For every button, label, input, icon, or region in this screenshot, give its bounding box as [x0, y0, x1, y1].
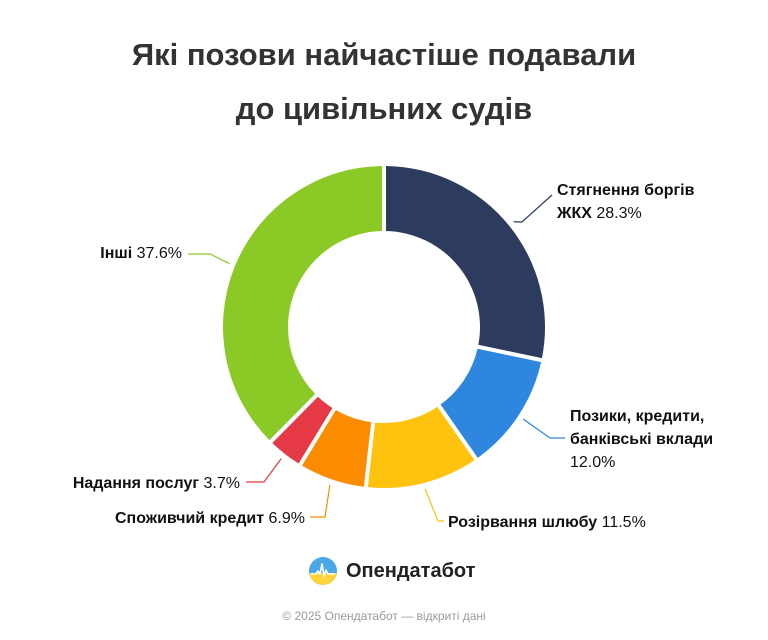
slice-name-line: Розірвання шлюбу	[448, 514, 597, 531]
slice-name-line: банківські вклади	[570, 431, 713, 448]
chart-title-line-1: Які позови найчастіше подавали	[131, 37, 637, 72]
slice-value: 28.3%	[592, 205, 642, 222]
slice-label-6: Інші 37.6%	[100, 245, 182, 262]
slice-arc-4	[302, 410, 372, 487]
slice-value: 6.9%	[264, 510, 305, 527]
opendatabot-logo-icon	[309, 557, 337, 585]
donut-slice-5: Надання послуг 3.7%	[73, 396, 333, 492]
donut-slice-4: Споживчий кредит 6.9%	[115, 410, 372, 527]
leader-line-6	[188, 253, 230, 265]
slice-value: 11.5%	[597, 514, 646, 531]
slice-name-line: Надання послуг	[73, 475, 200, 492]
leader-line-4	[310, 484, 331, 518]
slice-name-line: Позики, кредити,	[570, 408, 704, 425]
slice-name-line: Споживчий кредит	[115, 510, 264, 527]
slice-arc-3	[367, 406, 475, 488]
slice-value: 37.6%	[132, 245, 182, 262]
leader-line-3	[424, 488, 444, 522]
footer-credit: © 2025 Опендатабот — відкриті дані	[282, 609, 486, 623]
slice-name-line: Інші	[100, 245, 132, 262]
leader-line-2	[522, 418, 565, 439]
slice-arc-5	[272, 396, 333, 464]
donut-slice-2: Позики, кредити, банківські вклади 12.0%	[440, 348, 713, 471]
slice-arc-2	[440, 348, 542, 458]
slice-label-2: Позики, кредити, банківські вклади 12.0%	[570, 408, 713, 471]
slice-value: 12.0%	[570, 454, 615, 471]
slice-label-1: Стягнення боргів ЖКХ 28.3%	[556, 182, 695, 222]
slice-label-5: Надання послуг 3.7%	[73, 475, 240, 492]
slice-arc-6	[223, 166, 383, 441]
donut-slice-6: Інші 37.6%	[100, 166, 383, 441]
slice-name-line: Стягнення боргів	[557, 182, 695, 199]
leader-line-1	[513, 194, 553, 223]
donut-slice-1: Стягнення боргів ЖКХ 28.3%	[385, 166, 695, 359]
slice-name-line: ЖКХ	[556, 205, 592, 222]
brand-name: Опендатабот	[346, 559, 476, 582]
slice-label-3: Розірвання шлюбу 11.5%	[448, 514, 646, 531]
brand: Опендатабот	[308, 554, 475, 588]
slice-value: 3.7%	[199, 475, 240, 492]
slice-label-4: Споживчий кредит 6.9%	[115, 510, 305, 527]
chart-title-line-2: до цивільних судів	[235, 91, 533, 126]
chart-title: Які позови найчастіше подавали до цивіль…	[0, 28, 768, 136]
slice-arc-1	[385, 166, 545, 359]
donut-slice-3: Розірвання шлюбу 11.5%	[367, 406, 646, 531]
leader-line-5	[246, 458, 282, 483]
